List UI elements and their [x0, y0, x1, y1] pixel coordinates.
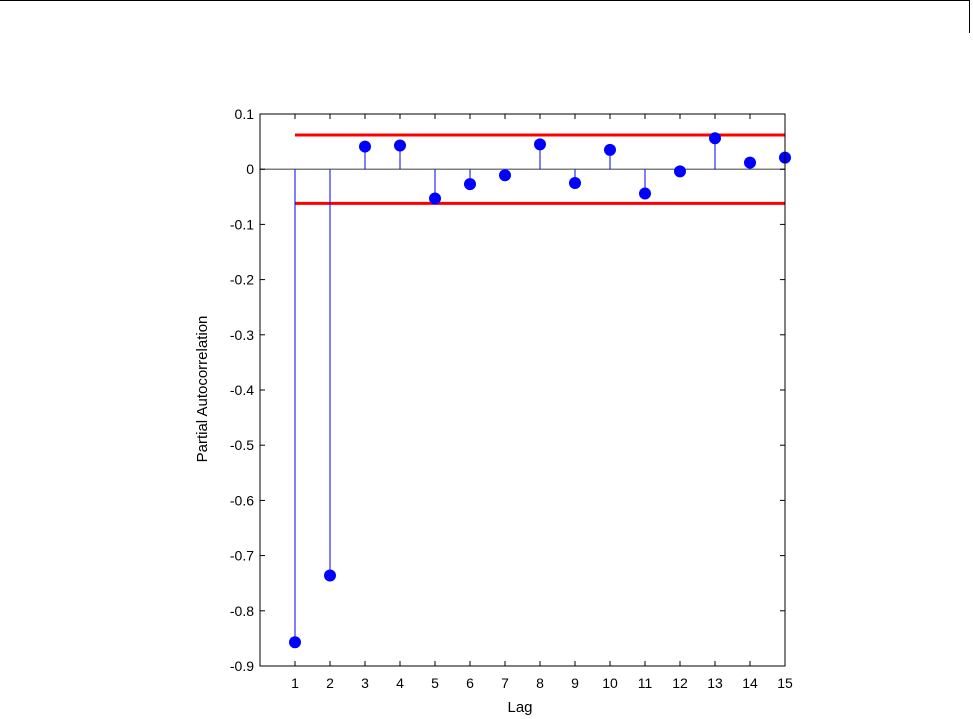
stem-marker-lag-4 [394, 139, 406, 152]
stem-marker-lag-1 [289, 636, 301, 649]
x-tick-label: 4 [396, 675, 404, 691]
x-tick-label: 11 [638, 675, 653, 691]
y-tick-label: -0.7 [230, 548, 254, 564]
y-tick-labels: 0.1 0 -0.1 -0.2 -0.3 -0.4 -0.5 -0.6 -0.7 -0.8 -0.9 [230, 106, 254, 674]
x-axis-label: Lag [507, 699, 532, 716]
stem-marker-lag-2 [324, 569, 336, 582]
x-tick-label: 9 [571, 675, 579, 691]
x-tick-label: 13 [707, 675, 723, 691]
y-tick-label: -0.2 [230, 272, 254, 288]
stem-marker-lag-8 [534, 138, 546, 151]
x-tick-label: 7 [501, 675, 509, 691]
y-tick-label: -0.9 [230, 658, 254, 674]
frame-top-border [0, 0, 969, 1]
x-tick-label: 10 [602, 675, 618, 691]
plot-area [259, 113, 791, 667]
x-tick-label: 15 [777, 675, 793, 691]
stem-marker-lag-13 [709, 132, 721, 145]
x-tick-label: 6 [466, 675, 474, 691]
stem-marker-lag-7 [499, 169, 511, 182]
stem-marker-lag-10 [604, 143, 616, 156]
stem-marker-lag-12 [674, 165, 686, 178]
stem-marker-lag-6 [464, 178, 476, 191]
x-tick-label: 5 [431, 675, 439, 691]
x-tick-label: 12 [672, 675, 688, 691]
y-tick-label: -0.8 [230, 603, 254, 619]
x-tick-label: 1 [291, 675, 299, 691]
y-tick-label: -0.3 [230, 327, 254, 343]
y-tick-label: 0.1 [235, 106, 255, 122]
stem-marker-lag-11 [639, 187, 651, 200]
stem-marker-lag-5 [429, 192, 441, 205]
y-tick-label: 0 [246, 161, 254, 177]
frame-right-border [969, 0, 970, 33]
stem-marker-lag-14 [744, 156, 756, 169]
x-tick-labels: 1 2 3 4 5 6 7 8 9 10 11 12 13 14 15 [291, 675, 793, 691]
y-tick-label: -0.1 [230, 216, 254, 232]
x-tick-label: 2 [326, 675, 334, 691]
y-axis-label: Partial Autocorrelation [194, 316, 211, 463]
x-tick-label: 8 [536, 675, 544, 691]
y-tick-label: -0.6 [230, 492, 254, 508]
axes-box [259, 113, 786, 667]
y-tick-label: -0.4 [230, 382, 254, 398]
stem-marker-lag-9 [569, 177, 581, 189]
stem-marker-lag-3 [359, 140, 371, 153]
x-tick-label: 3 [361, 675, 369, 691]
y-tick-label: -0.5 [230, 437, 254, 453]
x-tick-label: 14 [742, 675, 758, 691]
